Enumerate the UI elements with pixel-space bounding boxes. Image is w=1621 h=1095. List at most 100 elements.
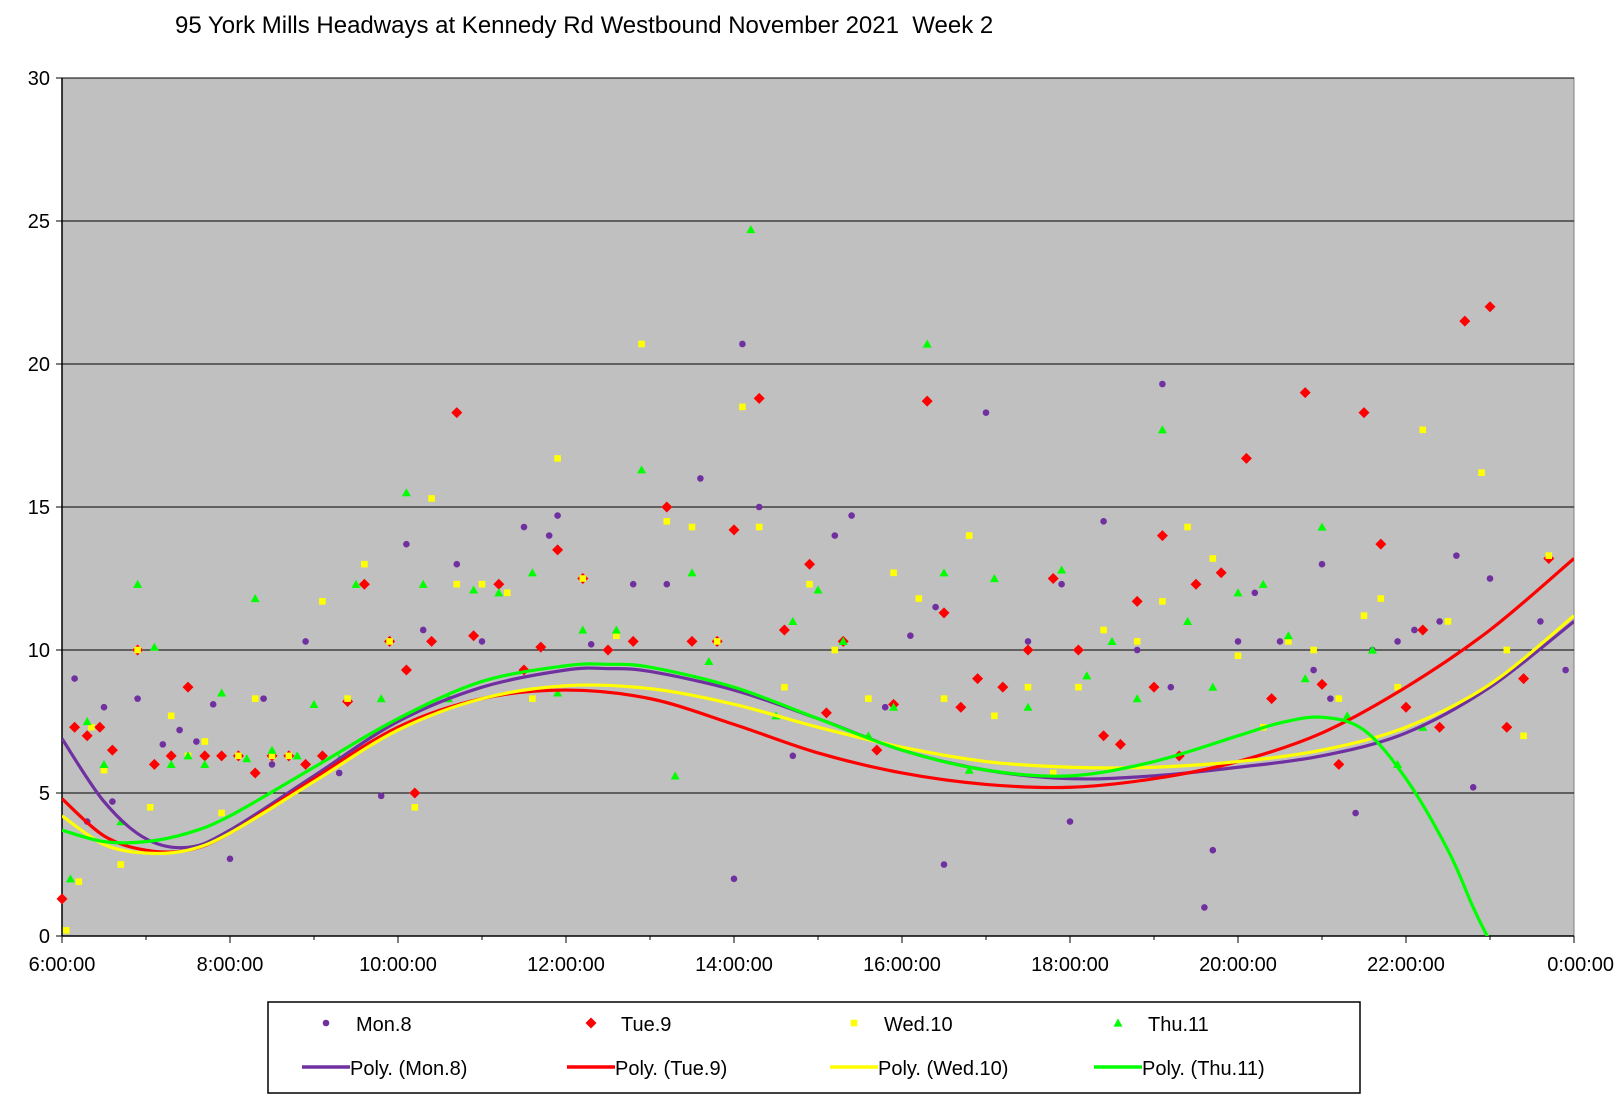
data-point xyxy=(1501,721,1513,733)
data-point xyxy=(494,588,504,597)
data-point xyxy=(335,769,343,777)
data-point xyxy=(1075,683,1082,691)
data-point xyxy=(358,578,370,590)
data-point xyxy=(134,646,141,654)
data-point xyxy=(1215,567,1227,579)
data-point xyxy=(1209,846,1217,854)
data-point xyxy=(1133,638,1141,645)
data-point xyxy=(753,392,765,404)
legend-label: Mon.8 xyxy=(356,1014,412,1036)
y-tick-label: 5 xyxy=(39,783,50,805)
data-point xyxy=(302,638,309,645)
data-point xyxy=(428,495,435,502)
data-point xyxy=(1098,730,1110,742)
trendline-poly-wed-10 xyxy=(62,614,1574,856)
data-point xyxy=(65,874,75,883)
data-point xyxy=(527,568,537,577)
data-point xyxy=(552,544,564,556)
trendline-poly-thu-11 xyxy=(62,662,1489,936)
data-point xyxy=(106,744,118,756)
series-wed-10 xyxy=(62,340,1553,934)
data-point xyxy=(939,568,949,577)
data-point xyxy=(638,340,645,348)
data-point xyxy=(663,518,671,525)
data-point xyxy=(94,721,106,733)
x-tick-label: 14:00:00 xyxy=(695,954,773,976)
x-tick-label: 18:00:00 xyxy=(1031,954,1109,976)
data-point xyxy=(838,636,848,646)
data-point xyxy=(149,642,159,651)
data-point xyxy=(806,580,813,588)
data-point xyxy=(411,804,419,811)
data-point xyxy=(1233,588,1243,597)
data-point xyxy=(183,751,193,760)
data-point xyxy=(848,512,855,519)
data-point xyxy=(629,580,637,588)
data-point xyxy=(468,630,480,642)
data-point xyxy=(1208,682,1218,691)
data-point xyxy=(871,744,883,756)
data-point xyxy=(453,560,461,568)
data-point xyxy=(890,569,897,577)
data-point xyxy=(697,475,704,482)
data-point xyxy=(1411,626,1418,634)
data-point xyxy=(1024,683,1032,691)
data-point xyxy=(1520,732,1527,740)
data-point xyxy=(1148,681,1160,693)
data-point xyxy=(1024,638,1032,645)
data-point xyxy=(991,712,998,720)
data-point xyxy=(1478,469,1485,476)
data-point xyxy=(199,750,211,762)
data-point xyxy=(1367,645,1377,654)
x-tick-label: 10:00:00 xyxy=(359,954,437,976)
data-point xyxy=(133,579,143,588)
data-point xyxy=(1459,315,1471,327)
data-point xyxy=(493,578,505,590)
data-point xyxy=(1444,618,1452,625)
y-tick-label: 20 xyxy=(28,354,50,376)
data-point xyxy=(1066,818,1074,825)
data-point xyxy=(268,761,276,768)
data-point xyxy=(789,752,797,760)
data-point xyxy=(940,861,948,868)
data-point xyxy=(813,585,823,594)
data-point xyxy=(535,641,547,653)
data-point xyxy=(418,579,428,588)
data-point xyxy=(965,532,973,539)
data-point xyxy=(932,603,939,611)
data-point xyxy=(386,638,393,645)
data-point xyxy=(100,766,108,774)
data-point xyxy=(1436,618,1443,625)
data-point xyxy=(1159,598,1166,605)
data-point xyxy=(1057,565,1067,574)
data-point xyxy=(755,523,763,531)
data-point xyxy=(1503,646,1511,654)
data-point xyxy=(1234,638,1242,645)
data-point xyxy=(1352,809,1359,817)
data-point xyxy=(82,717,92,726)
data-point xyxy=(554,512,561,519)
data-point xyxy=(451,407,463,419)
data-point xyxy=(611,625,621,634)
data-point xyxy=(1434,721,1446,733)
data-point xyxy=(403,540,410,548)
data-point xyxy=(997,681,1009,693)
data-point xyxy=(1484,301,1496,313)
data-point xyxy=(746,225,756,234)
x-tick-label: 0:00:00 xyxy=(1547,954,1614,976)
data-point xyxy=(148,758,160,770)
data-point xyxy=(251,695,259,702)
data-point xyxy=(1360,612,1368,619)
data-point xyxy=(982,409,990,416)
data-point xyxy=(964,765,974,774)
data-point xyxy=(578,625,588,634)
y-tick-label: 10 xyxy=(28,640,50,662)
data-point xyxy=(1358,407,1370,419)
data-point xyxy=(1258,579,1268,588)
data-point xyxy=(670,771,680,780)
data-point xyxy=(1518,673,1530,685)
data-point xyxy=(553,688,563,697)
legend-label: Poly. (Wed.10) xyxy=(878,1058,1008,1080)
y-tick-label: 30 xyxy=(28,68,50,90)
data-point xyxy=(193,738,200,745)
